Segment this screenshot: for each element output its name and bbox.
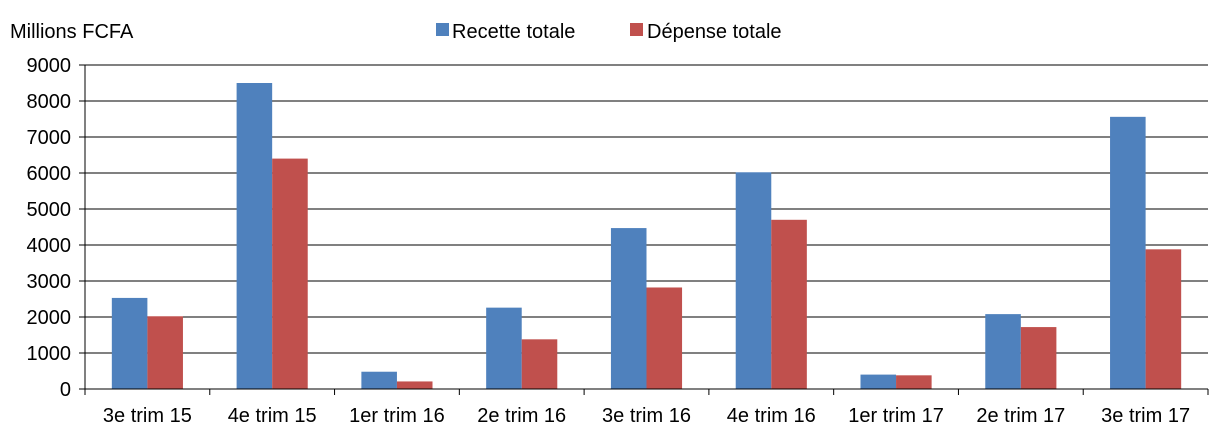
bar-recette-totale	[111, 297, 148, 389]
legend-swatch-recette-totale	[436, 23, 449, 36]
bars	[111, 83, 1182, 389]
x-tick-label: 3e trim 15	[103, 405, 192, 427]
bar-depense-totale	[1020, 327, 1057, 389]
bar-depense-totale	[272, 158, 308, 389]
bar-recette-totale	[361, 371, 397, 389]
bar-depense-totale	[147, 316, 183, 389]
bar-recette-totale	[486, 307, 522, 389]
y-tick-label: 2000	[27, 307, 72, 329]
bar-depense-totale	[646, 287, 683, 389]
bar-depense-totale	[896, 375, 932, 389]
x-tick-label: 1er trim 16	[349, 405, 445, 427]
legend-swatch-depense-totale	[630, 23, 643, 36]
x-axis-tick-labels: 3e trim 15 4e trim 15 1er trim 16 2e trim 1…	[103, 405, 1190, 427]
bar-recette-totale	[985, 314, 1021, 389]
y-tick-label: 1000	[27, 343, 72, 365]
y-axis-tick-labels: 0 1000 2000 3000 4000 5000 6000 7000 8000 9000	[27, 55, 72, 401]
x-tick-label: 4e trim 16	[727, 405, 816, 427]
y-tick-label: 9000	[27, 55, 72, 77]
bar-depense-totale	[771, 219, 807, 389]
axes	[84, 65, 1209, 395]
bar-depense-totale	[521, 339, 558, 389]
y-tick-label: 4000	[27, 235, 72, 257]
legend-label-recette-totale: Recette totale	[452, 21, 575, 43]
bar-recette-totale	[735, 172, 772, 389]
y-tick-label: 6000	[27, 163, 72, 185]
y-tick-label: 0	[60, 379, 71, 401]
legend-label-depense-totale: Dépense totale	[647, 21, 782, 43]
bar-recette-totale	[610, 228, 647, 389]
y-tick-label: 7000	[27, 127, 72, 149]
x-tick-label: 2e trim 17	[976, 405, 1065, 427]
y-axis-unit-label: Millions FCFA	[10, 21, 134, 43]
bar-recette-totale	[860, 374, 897, 389]
x-tick-label: 2e trim 16	[477, 405, 566, 427]
bar-depense-totale	[396, 381, 433, 389]
bar-depense-totale	[1145, 249, 1182, 389]
x-tick-label: 4e trim 15	[228, 405, 317, 427]
x-tick-label: 3e trim 17	[1101, 405, 1190, 427]
legend: Recette totale Dépense totale	[436, 21, 782, 43]
y-tick-label: 3000	[27, 271, 72, 293]
x-tick-label: 1er trim 17	[848, 405, 944, 427]
bar-recette-totale	[1110, 116, 1146, 389]
x-tick-label: 3e trim 16	[602, 405, 691, 427]
bar-recette-totale	[236, 83, 273, 389]
y-tick-label: 5000	[27, 199, 72, 221]
y-tick-label: 8000	[27, 91, 72, 113]
